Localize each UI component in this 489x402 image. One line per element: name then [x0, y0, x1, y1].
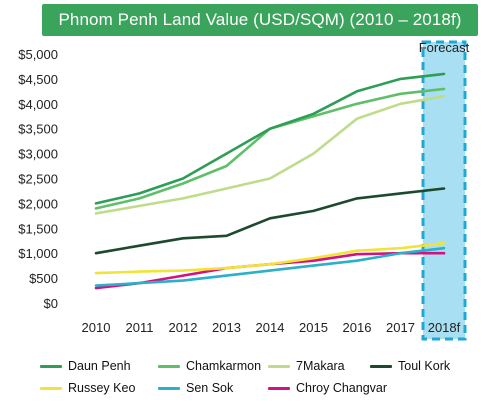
series-line-sen-sok: [94, 246, 446, 287]
y-tick-label: $500: [29, 271, 58, 286]
x-tick-label: 2012: [169, 320, 198, 335]
legend-item: Toul Kork: [370, 358, 450, 374]
x-tick-label: 2016: [343, 320, 372, 335]
y-tick-label: $3,000: [18, 147, 58, 162]
y-tick-label: $4,000: [18, 97, 58, 112]
legend-swatch: [370, 364, 392, 368]
x-axis: 2010 2011 2012 2013 2014 2015 2016 2017 2018f: [82, 320, 461, 335]
legend-label: Daun Penh: [68, 359, 131, 373]
y-tick-label: $2,000: [18, 196, 58, 211]
legend-label: Chroy Changvar: [296, 381, 388, 395]
legend-label: Russey Keo: [68, 381, 136, 395]
legend-item: Chamkarmon: [158, 358, 261, 374]
x-tick-label: 2017: [386, 320, 415, 335]
line-chart: Forecast $0$500$1,000$1,500$2,000$2,500$…: [18, 40, 470, 341]
legend: Daun Penh Chamkarmon 7Makara Toul Kork Russe…: [0, 350, 489, 402]
y-tick-label: $1,500: [18, 221, 58, 236]
x-tick-label: 2011: [126, 320, 154, 335]
series-line-russey-keo: [94, 241, 446, 275]
series-lines: [94, 72, 446, 290]
y-tick-label: $5,000: [18, 47, 58, 62]
legend-swatch: [40, 386, 62, 390]
y-axis: $0 $500 $1,000 $1,500 $2,000 $2,500 $3,000 $3,5…: [18, 47, 58, 311]
legend-label: Sen Sok: [186, 381, 234, 395]
series-line-7makara: [94, 95, 446, 215]
y-tick-label: $0: [44, 296, 58, 311]
legend-swatch: [268, 364, 290, 368]
chart-title-text: Phnom Penh Land Value (USD/SQM) (2010 – …: [58, 10, 462, 29]
legend-item: Russey Keo: [40, 380, 135, 396]
x-tick-label: 2013: [212, 320, 241, 335]
x-tick-label: 2010: [82, 320, 111, 335]
y-tick-label: $1,000: [18, 246, 58, 261]
legend-swatch: [158, 386, 180, 390]
legend-swatch: [158, 364, 180, 368]
legend-item: Chroy Changvar: [268, 380, 387, 396]
chart-title: Phnom Penh Land Value (USD/SQM) (2010 – …: [42, 4, 478, 36]
legend-item: 7Makara: [268, 358, 345, 374]
x-tick-label: 2014: [256, 320, 285, 335]
legend-label: Chamkarmon: [186, 359, 262, 373]
x-tick-label: 2015: [299, 320, 328, 335]
legend-swatch: [40, 364, 62, 368]
forecast-label: Forecast: [419, 40, 470, 55]
series-line-toul-kork: [94, 187, 446, 255]
legend-label: Toul Kork: [398, 359, 451, 373]
x-tick-label: 2018f: [428, 320, 461, 335]
legend-swatch: [268, 386, 290, 390]
legend-item: Daun Penh: [40, 358, 131, 374]
legend-label: 7Makara: [296, 359, 345, 373]
legend-item: Sen Sok: [158, 380, 233, 396]
y-tick-label: $4,500: [18, 72, 58, 87]
y-tick-label: $2,500: [18, 172, 58, 187]
series-line-daun-penh: [94, 72, 446, 205]
y-tick-label: $3,500: [18, 122, 58, 137]
